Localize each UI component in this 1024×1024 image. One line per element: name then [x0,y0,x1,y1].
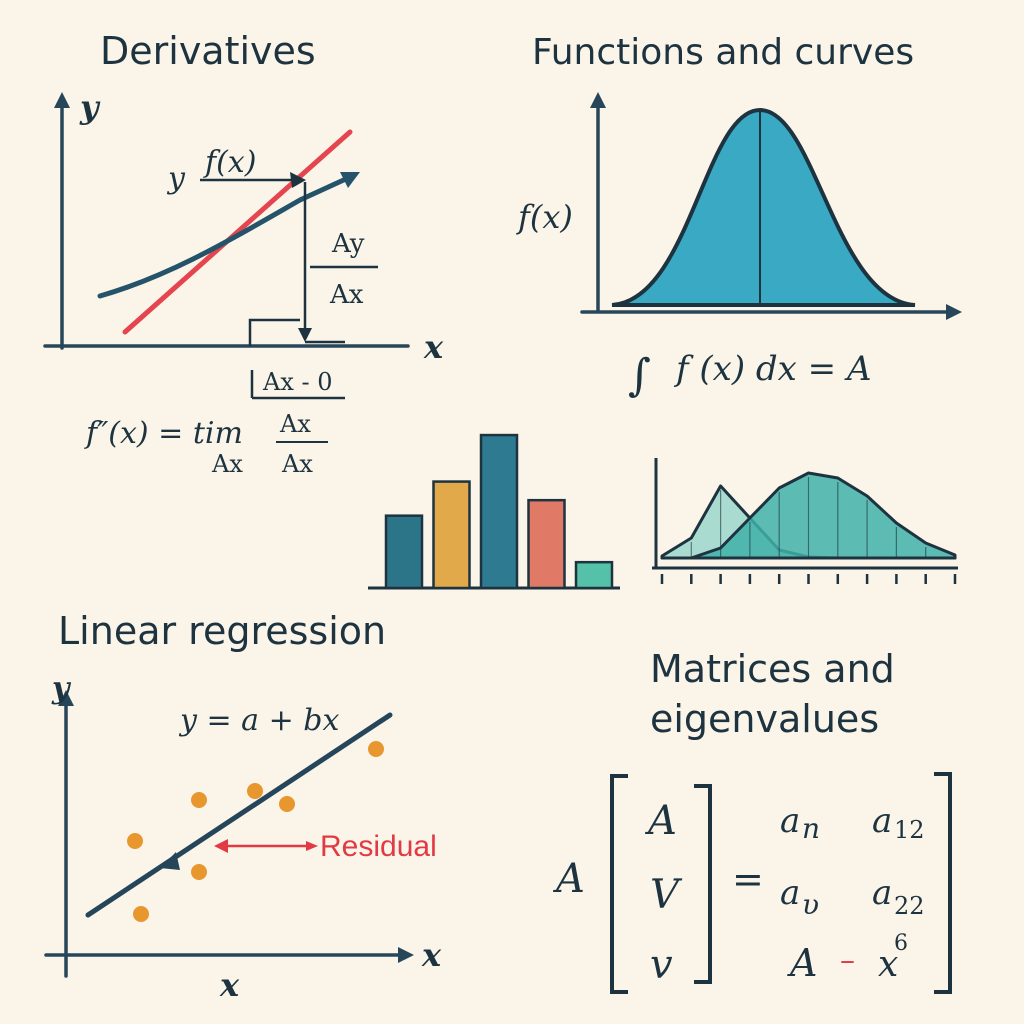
bar-5 [574,560,614,590]
data-point [191,864,207,880]
derivative-formula-sub: Ax [211,450,243,478]
bar-3 [479,433,519,590]
functions-panel: Functions and curves f(x) ∫ f (x) dx = A [516,32,962,401]
delta-y-label: Ay [331,229,365,259]
matrix-bracket-right [934,772,952,994]
vector-entry-1: A [644,798,677,844]
bar-1 [384,514,424,590]
data-point [368,741,384,757]
matrix-cell-a22: a [872,873,892,913]
matrix-cell-a21-sub: υ [802,888,819,921]
functions-y-label: f(x) [516,198,573,236]
matrix-cell-a22-sub: 22 [894,892,925,920]
data-point [127,833,143,849]
limit-condition: Ax - 0 [262,368,333,396]
curve-label-fx: f(x) [203,145,256,180]
vector-bracket-left [610,774,628,994]
matrices-title-line1: Matrices and [650,647,895,691]
delta-x-label: Ax [329,280,364,310]
vector-bracket-right [694,784,712,984]
function-curve [97,175,351,299]
bell-curve-area [611,107,916,307]
data-point [191,792,207,808]
regression-line [85,712,393,918]
matrix-cell-a12: a [872,801,892,841]
functions-y-arrow-icon [590,92,606,108]
matrix-cell-a11-sub: n [802,812,820,845]
regression-y-arrow-icon [58,690,74,706]
residual-arrow-left-icon [214,839,228,853]
derivatives-y-arrow-icon [54,92,70,108]
derivatives-panel: Derivatives y x y f(x) Ay Ax Ax - 0 f″(x… [43,29,444,478]
matrix-left-symbol: A [552,856,585,902]
matrix-bottom-sup: 6 [894,931,908,956]
regression-y-axis-label: y [51,671,72,706]
bar-chart [368,433,620,590]
derivatives-x-axis-label: x [423,328,444,366]
integral-sign: ∫ [628,350,651,401]
residual-label: Residual [320,830,437,863]
data-point [279,796,295,812]
data-point [247,783,263,799]
area-chart [652,458,958,584]
bar-4 [527,498,566,590]
matrix-bottom-a: A [787,941,817,985]
integral-expression: f (x) dx = A [673,349,872,389]
regression-line-arrow-icon [160,852,180,870]
derivative-formula-left: f″(x) = tim [84,416,243,451]
matrices-title-line2: eigenvalues [650,697,879,741]
residual-arrow-right-icon [306,841,318,851]
regression-title: Linear regression [58,609,386,653]
matrix-bottom-dash: – [840,943,855,978]
regression-equation: y = a + bx [178,703,339,738]
regression-x-axis-label: x [421,936,442,974]
bar-2 [432,480,471,590]
matrix-cell-a21: a [780,873,800,913]
derivative-formula-den: Ax [281,450,313,478]
functions-x-arrow-icon [946,304,962,320]
delta-x-bracket [248,318,300,346]
data-point [133,906,149,922]
curve-label-y: y [166,161,186,196]
derivative-formula-num: Ax [279,410,311,438]
fx-pointer-arrow-icon [290,172,306,188]
curve-arrow-icon [340,172,360,188]
tangent-line [122,129,353,335]
delta-down-arrow-icon [298,328,312,342]
matrix-equals: = [732,857,764,901]
matrix-bottom-x: x [878,944,898,985]
vector-entry-2: V [650,872,683,918]
regression-panel: Linear regression y x x y = a + bx Resid… [44,609,442,1004]
matrix-cell-a12-sub: 12 [894,816,925,844]
derivatives-y-axis-label: y [79,88,101,126]
regression-x-label-below: x [219,966,240,1004]
matrix-cell-a11: a [780,801,800,841]
matrices-panel: Matrices and eigenvalues A A V v = a n a… [552,647,952,994]
derivatives-title: Derivatives [100,29,316,73]
regression-x-arrow-icon [398,947,414,963]
functions-title: Functions and curves [532,32,914,73]
vector-entry-3: v [650,942,673,988]
